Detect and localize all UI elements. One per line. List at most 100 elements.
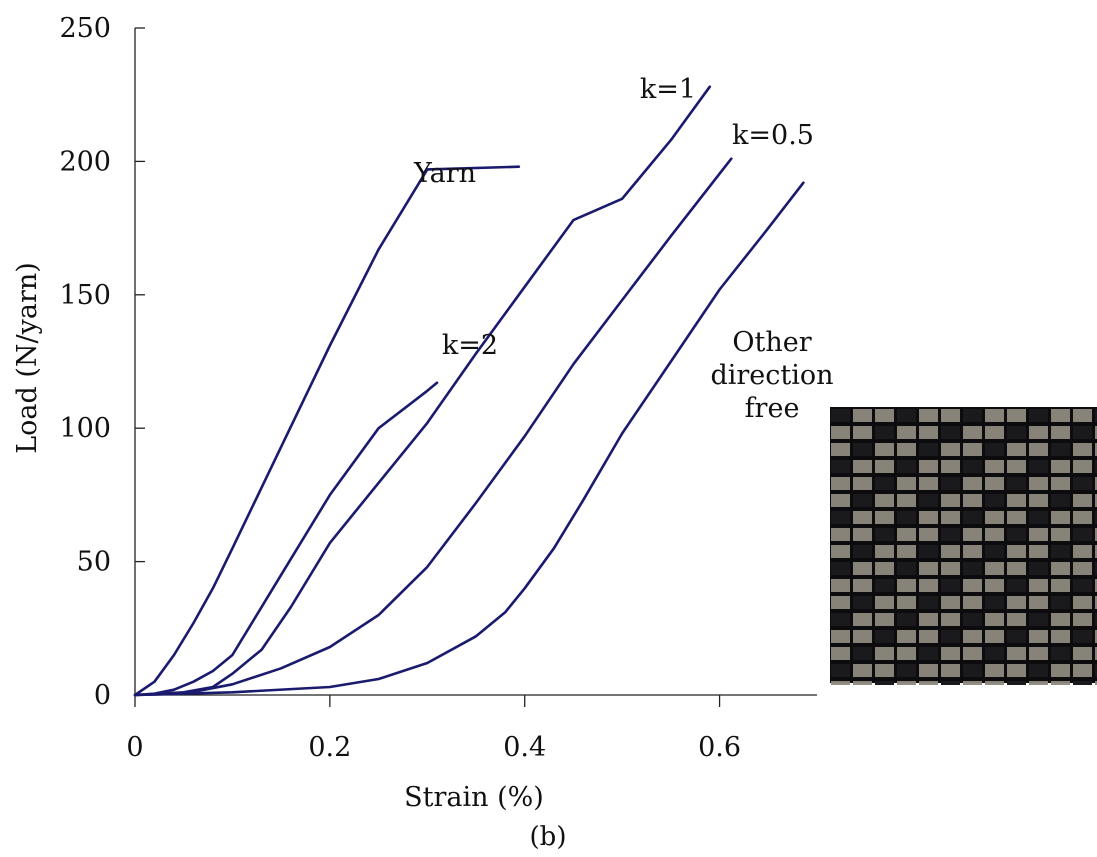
fabric-weave-cell xyxy=(1007,409,1026,422)
fabric-weave-cell xyxy=(985,545,1004,558)
fabric-weave-cell xyxy=(919,562,938,575)
fabric-weave-cell xyxy=(963,409,982,422)
fabric-weave-cell xyxy=(897,613,916,626)
fabric-weave-cell xyxy=(941,443,960,456)
fabric-weave-cell xyxy=(963,545,982,558)
fabric-weave-cell xyxy=(963,596,982,609)
fabric-weave-cell xyxy=(1073,562,1092,575)
fabric-weave-cell xyxy=(1095,596,1097,609)
fabric-weave-cell xyxy=(985,443,1004,456)
fabric-weave-cell xyxy=(831,528,850,541)
x-tick-label: 0.4 xyxy=(503,732,546,763)
fabric-weave-cell xyxy=(1073,528,1092,541)
fabric-weave-cell xyxy=(985,511,1004,524)
fabric-weave-cell xyxy=(853,477,872,490)
fabric-weave-cell xyxy=(1007,562,1026,575)
fabric-weave-cell xyxy=(1029,426,1048,439)
fabric-weave-cell xyxy=(897,443,916,456)
x-ticks: 0 0.2 0.4 0.6 xyxy=(126,695,741,763)
fabric-weave-cell xyxy=(1073,426,1092,439)
fabric-weave-cell xyxy=(1051,494,1070,507)
fabric-weave-cell xyxy=(1051,426,1070,439)
fabric-weave-cell xyxy=(897,664,916,677)
fabric-weave-cell xyxy=(831,613,850,626)
fabric-weave-cell xyxy=(875,443,894,456)
fabric-weave-cell xyxy=(875,596,894,609)
fabric-weave-cell xyxy=(897,494,916,507)
fabric-weave-cell xyxy=(1051,409,1070,422)
fabric-weave-cell xyxy=(1007,630,1026,643)
fabric-weave-cell xyxy=(897,477,916,490)
fabric-weave-cell xyxy=(875,528,894,541)
fabric-weave-cell xyxy=(1029,613,1048,626)
y-tick-label: 100 xyxy=(59,413,111,444)
fabric-weave-cell xyxy=(1051,613,1070,626)
fabric-weave-cell xyxy=(875,477,894,490)
fabric-weave-cell xyxy=(1029,630,1048,643)
fabric-weave-cell xyxy=(985,409,1004,422)
fabric-weave-cell xyxy=(919,494,938,507)
fabric-weave-cell xyxy=(1029,443,1048,456)
fabric-weave-cell xyxy=(1007,681,1026,685)
fabric-weave-cell xyxy=(897,562,916,575)
fabric-weave-cell xyxy=(941,613,960,626)
fabric-weave-cell xyxy=(1051,562,1070,575)
fabric-weave-cell xyxy=(853,443,872,456)
fabric-weave-cell xyxy=(1073,409,1092,422)
fabric-weave-cell xyxy=(831,426,850,439)
fabric-weave-cell xyxy=(1029,596,1048,609)
fabric-weave-cell xyxy=(963,681,982,685)
axes xyxy=(134,28,817,696)
fabric-weave-cell xyxy=(941,562,960,575)
curve-k-2 xyxy=(133,381,439,697)
fabric-weave-cell xyxy=(1007,545,1026,558)
fabric-weave-cell xyxy=(1095,562,1097,575)
figure-caption: (b) xyxy=(530,822,567,852)
fabric-weave-cell xyxy=(853,494,872,507)
series-label-line: Other xyxy=(732,327,811,358)
fabric-weave-cell xyxy=(897,426,916,439)
fabric-weave-cell xyxy=(1073,647,1092,660)
fabric-weave-cell xyxy=(1007,596,1026,609)
fabric-weave-cell xyxy=(1051,545,1070,558)
fabric-weave-cell xyxy=(1051,596,1070,609)
fabric-weave-cell xyxy=(1007,647,1026,660)
fabric-weave-cell xyxy=(831,511,850,524)
fabric-weave-cell xyxy=(831,630,850,643)
fabric-weave-cell xyxy=(1073,630,1092,643)
fabric-weave-cell xyxy=(875,460,894,473)
fabric-weave-cell xyxy=(1029,528,1048,541)
fabric-weave-cell xyxy=(1051,647,1070,660)
fabric-weave-cell xyxy=(963,630,982,643)
fabric-weave-cell xyxy=(853,630,872,643)
fabric-weave-cell xyxy=(985,460,1004,473)
fabric-weave-cell xyxy=(875,664,894,677)
fabric-weave-cell xyxy=(919,681,938,685)
fabric-weave-cell xyxy=(963,477,982,490)
fabric-weave-cell xyxy=(941,426,960,439)
fabric-weave-cell xyxy=(853,528,872,541)
fabric-weave-cell xyxy=(1095,664,1097,677)
fabric-weave-cell xyxy=(919,545,938,558)
fabric-weave-cell xyxy=(1095,613,1097,626)
fabric-weave-cell xyxy=(1073,545,1092,558)
fabric-weave-cell xyxy=(985,681,1004,685)
fabric-weave-cell xyxy=(1051,443,1070,456)
fabric-weave-cell xyxy=(875,545,894,558)
fabric-weave-cell xyxy=(897,596,916,609)
fabric-weave-cell xyxy=(963,460,982,473)
fabric-weave-cell xyxy=(897,511,916,524)
fabric-weave-cell xyxy=(1073,511,1092,524)
fabric-weave-cell xyxy=(897,681,916,685)
fabric-weave-cell xyxy=(831,647,850,660)
fabric-weave-cell xyxy=(1007,528,1026,541)
fabric-weave-cell xyxy=(1073,494,1092,507)
fabric-weave-cell xyxy=(941,477,960,490)
fabric-weave-cell xyxy=(985,579,1004,592)
series-labels: Yarn k=2 k=1 k=0.5 Other direction free xyxy=(413,74,834,424)
fabric-weave-cell xyxy=(941,409,960,422)
fabric-weave-cell xyxy=(897,579,916,592)
fabric-weave-cell xyxy=(941,630,960,643)
fabric-weave-cell xyxy=(941,545,960,558)
